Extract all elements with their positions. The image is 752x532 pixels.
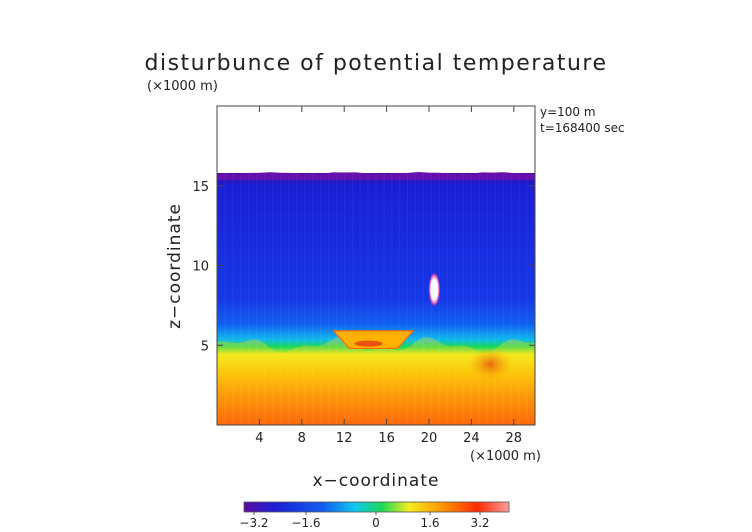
inversion-band	[217, 336, 535, 425]
chart-title: disturbunce of potential temperature	[145, 51, 608, 76]
model-top-edge	[217, 171, 535, 180]
annotation-y: y=100 m	[540, 105, 596, 119]
x-axis-label: x−coordinate	[313, 471, 440, 491]
x-tick-label: 8	[298, 431, 306, 446]
colorbar-tick-label: −1.6	[291, 516, 320, 530]
temperature-field	[217, 171, 535, 425]
warm-eddy	[468, 348, 513, 381]
x-tick-label: 28	[506, 431, 523, 446]
colorbar	[243, 501, 510, 513]
trapezoid-core	[354, 340, 383, 347]
y-tick-label: 15	[192, 180, 209, 195]
y-axis-label: z−coordinate	[165, 203, 185, 329]
colorbar-tick-label: 1.6	[420, 516, 439, 530]
colorbar-tick-label: 0	[372, 516, 380, 530]
x-tick-label: 4	[255, 431, 263, 446]
colorbar-tick-label: 3.2	[470, 516, 489, 530]
thermal-bubble-core	[431, 280, 438, 301]
colorbar-ticks: −3.2 −1.6 0 1.6 3.2	[239, 512, 490, 530]
x-tick-label: 20	[421, 431, 438, 446]
trapezoid-feature	[332, 330, 415, 350]
x-unit-label: (×1000 m)	[470, 449, 541, 464]
colorbar-tick-label: −3.2	[239, 516, 268, 530]
x-tick-label: 24	[463, 431, 480, 446]
scale-note: (×1000 m)	[147, 79, 218, 94]
field-layer	[217, 172, 535, 425]
y-axis-ticks: 5 10 15	[192, 180, 535, 354]
annotation-time: t=168400 sec	[540, 121, 625, 135]
x-tick-label: 16	[378, 431, 395, 446]
y-tick-label: 10	[192, 260, 209, 275]
y-tick-label: 5	[201, 339, 209, 354]
x-axis-ticks: 4 8 12 16 20 24 28	[255, 106, 522, 446]
x-tick-label: 12	[336, 431, 353, 446]
